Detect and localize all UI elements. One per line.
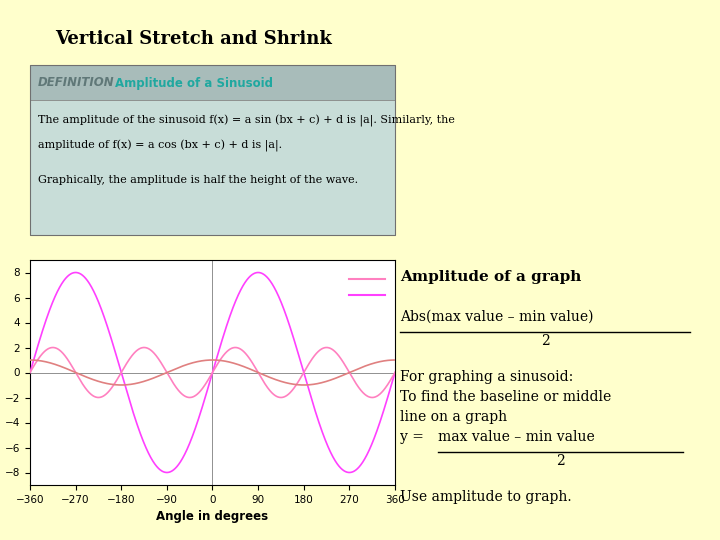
Text: For graphing a sinusoid:: For graphing a sinusoid:	[400, 370, 573, 384]
Text: Graphically, the amplitude is half the height of the wave.: Graphically, the amplitude is half the h…	[38, 175, 358, 185]
Text: 2: 2	[541, 334, 549, 348]
Text: Abs(max value – min value): Abs(max value – min value)	[400, 310, 593, 324]
Text: Use amplitude to graph.: Use amplitude to graph.	[400, 490, 572, 504]
Text: 2: 2	[556, 454, 564, 468]
Text: To find the baseline or middle: To find the baseline or middle	[400, 390, 611, 404]
X-axis label: Angle in degrees: Angle in degrees	[156, 510, 269, 523]
Text: max value – min value: max value – min value	[438, 430, 595, 444]
Text: y =: y =	[400, 430, 428, 444]
Text: line on a graph: line on a graph	[400, 410, 507, 424]
Text: Amplitude of a Sinusoid: Amplitude of a Sinusoid	[115, 77, 273, 90]
Text: Amplitude of a graph: Amplitude of a graph	[400, 270, 581, 284]
Text: Vertical Stretch and Shrink: Vertical Stretch and Shrink	[55, 30, 332, 48]
Text: DEFINITION: DEFINITION	[38, 77, 114, 90]
Text: The amplitude of the sinusoid f(x) = a sin (bx + c) + d is |a|. Similarly, the: The amplitude of the sinusoid f(x) = a s…	[38, 115, 455, 127]
Text: amplitude of f(x) = a cos (bx + c) + d is |a|.: amplitude of f(x) = a cos (bx + c) + d i…	[38, 140, 282, 152]
